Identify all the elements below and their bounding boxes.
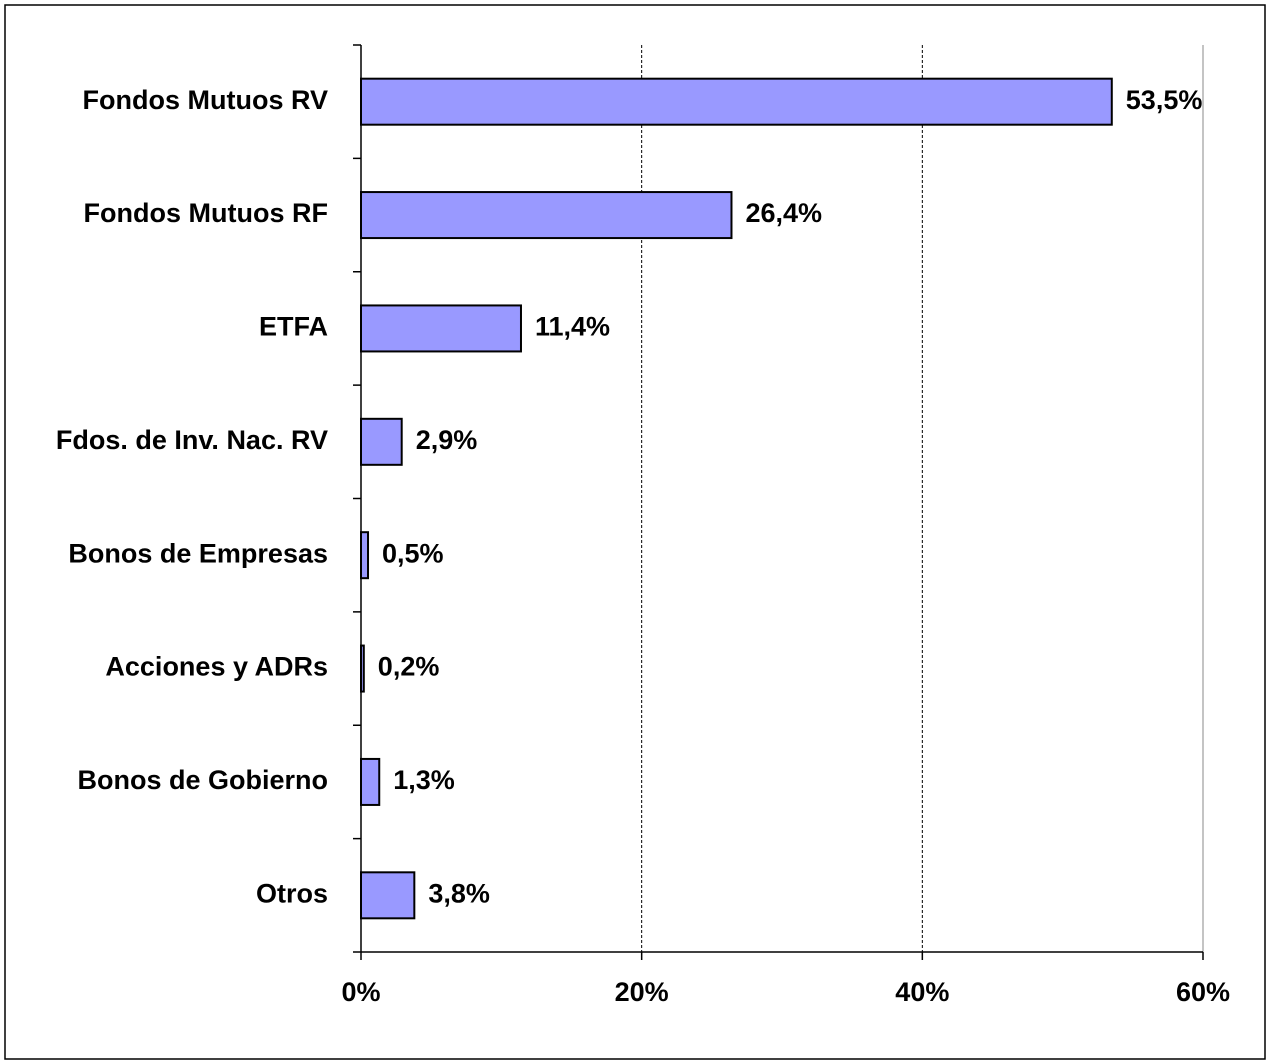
- x-tick-label: 0%: [341, 977, 380, 1007]
- y-tick-label: Bonos de Gobierno: [77, 765, 328, 795]
- bar: [360, 304, 522, 353]
- x-tick-label: 60%: [1176, 977, 1230, 1007]
- value-label: 26,4%: [745, 198, 822, 228]
- value-label: 3,8%: [428, 878, 490, 908]
- value-label: 0,2%: [378, 652, 440, 682]
- y-tick-label: Otros: [256, 878, 328, 908]
- bar: [360, 757, 381, 806]
- y-tick-label: Acciones y ADRs: [105, 652, 328, 682]
- chart-border: [4, 4, 1266, 1060]
- y-tick-label: Fondos Mutuos RV: [83, 85, 328, 115]
- bar: [360, 191, 733, 240]
- bar: [360, 77, 1113, 126]
- y-tick-label: Fondos Mutuos RF: [84, 198, 328, 228]
- bar: [360, 644, 365, 693]
- y-tick-label: ETFA: [259, 312, 328, 342]
- x-tick-label: 20%: [615, 977, 669, 1007]
- value-label: 0,5%: [382, 538, 444, 568]
- x-tick-label: 40%: [895, 977, 949, 1007]
- value-label: 1,3%: [393, 765, 455, 795]
- value-label: 2,9%: [416, 425, 478, 455]
- bar: [360, 871, 416, 920]
- bar: [360, 417, 403, 466]
- y-tick-label: Fdos. de Inv. Nac. RV: [56, 425, 328, 455]
- y-tick-label: Bonos de Empresas: [68, 538, 328, 568]
- bar: [360, 531, 370, 580]
- value-label: 53,5%: [1126, 85, 1203, 115]
- value-label: 11,4%: [535, 312, 610, 342]
